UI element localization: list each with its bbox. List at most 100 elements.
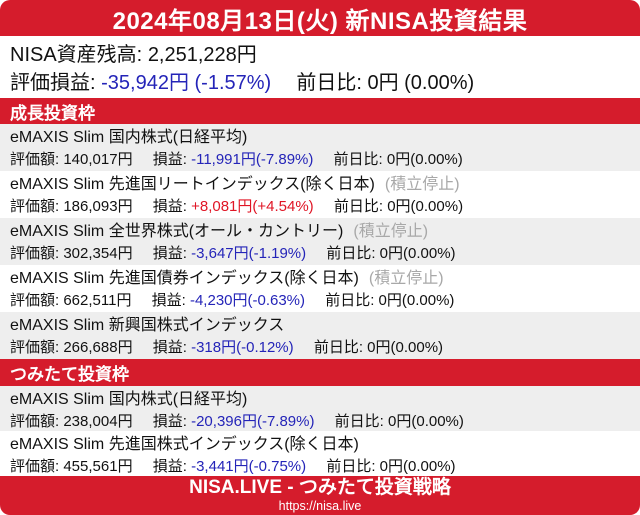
fund-dod-label: 前日比: [326,458,376,475]
fund-eval-value: 302,354円 [63,245,133,262]
fund-dod: 前日比: 0円(0.00%) [334,198,463,215]
fund-eval-value: 662,511円 [63,292,132,309]
fund-eval-value: 266,688円 [63,339,133,356]
fund-eval-label: 評価額: [10,413,60,430]
fund-eval-label: 評価額: [10,458,60,475]
fund-pl: 損益: -3,647円(-1.19%) [153,245,306,262]
fund-row: eMAXIS Slim 国内株式(日経平均) 評価額: 238,004円 損益:… [0,386,640,431]
fund-eval-value: 455,561円 [63,458,133,475]
report-footer: NISA.LIVE - つみたて投資戦略 https://nisa.live [0,476,640,515]
fund-dod-label: 前日比: [334,413,384,430]
fund-pl-value: -11,991円(-7.89%) [191,151,314,168]
fund-row: eMAXIS Slim 先進国株式インデックス(除く日本) 評価額: 455,5… [0,431,640,476]
fund-pl: 損益: -4,230円(-0.63%) [152,292,305,309]
fund-dod-label: 前日比: [313,339,363,356]
fund-detail-line: 評価額: 186,093円 損益: +8,081円(+4.54%) 前日比: 0… [10,196,630,217]
report-header: 2024年08月13日(火) 新NISA投資結果 [0,0,640,36]
report-title: 2024年08月13日(火) 新NISA投資結果 [112,7,528,35]
fund-dod-value: 0円(0.00%) [379,245,456,262]
suspended-badge: (積立停止) [353,223,429,240]
fund-dod-value: 0円(0.00%) [388,413,464,430]
fund-name: eMAXIS Slim 新興国株式インデックス [10,317,285,334]
fund-pl-label: 損益: [152,198,187,215]
fund-eval-value: 238,004円 [63,413,133,430]
fund-eval: 評価額: 266,688円 [10,339,133,356]
fund-dod: 前日比: 0円(0.00%) [314,339,443,356]
fund-name-line: eMAXIS Slim 国内株式(日経平均) [10,126,630,149]
fund-eval: 評価額: 238,004円 [10,413,133,430]
fund-name: eMAXIS Slim 全世界株式(オール・カントリー) [10,223,344,240]
fund-detail-line: 評価額: 266,688円 損益: -318円(-0.12%) 前日比: 0円(… [10,337,630,358]
fund-pl-value: -3,441円(-0.75%) [191,458,307,475]
fund-dod-label: 前日比: [333,151,383,168]
fund-name-line: eMAXIS Slim 全世界株式(オール・カントリー) (積立停止) [10,220,630,243]
pl-label: 評価損益: [10,72,96,94]
fund-dod-label: 前日比: [326,245,376,262]
fund-pl-label: 損益: [152,413,187,430]
fund-pl-label: 損益: [152,245,187,262]
suspended-badge: (積立停止) [368,270,444,287]
fund-pl: 損益: -318円(-0.12%) [153,339,294,356]
fund-pl-label: 損益: [152,151,187,168]
footer-url: https://nisa.live [278,499,362,513]
fund-eval-label: 評価額: [10,292,60,309]
dod-label: 前日比: [296,72,362,94]
pl-line: 評価損益: -35,942円 (-1.57%) 前日比: 0円 (0.00%) [10,69,630,97]
fund-name-line: eMAXIS Slim 国内株式(日経平均) [10,388,630,411]
fund-eval-label: 評価額: [10,339,60,356]
fund-pl: 損益: -11,991円(-7.89%) [153,151,314,168]
fund-pl-value: -3,647円(-1.19%) [191,245,307,262]
fund-name: eMAXIS Slim 先進国債券インデックス(除く日本) [10,270,359,287]
fund-pl-value: -20,396円(-7.89%) [191,413,315,430]
fund-detail-line: 評価額: 238,004円 損益: -20,396円(-7.89%) 前日比: … [10,411,630,432]
fund-eval: 評価額: 455,561円 [10,458,133,475]
fund-eval-label: 評価額: [10,151,60,168]
fund-dod: 前日比: 0円(0.00%) [326,245,455,262]
fund-eval-value: 140,017円 [63,151,133,168]
section-header-tsumitate: つみたて投資枠 [0,359,640,386]
balance-label: NISA資産残高: [10,44,143,66]
fund-name: eMAXIS Slim 先進国リートインデックス(除く日本) [10,176,375,193]
pl-value: -35,942円 (-1.57%) [101,72,272,94]
fund-detail-line: 評価額: 662,511円 損益: -4,230円(-0.63%) 前日比: 0… [10,290,630,311]
section-title: 成長投資枠 [10,103,95,123]
fund-row: eMAXIS Slim 先進国リートインデックス(除く日本) (積立停止) 評価額… [0,171,640,218]
fund-eval: 評価額: 662,511円 [10,292,131,309]
fund-name-line: eMAXIS Slim 先進国債券インデックス(除く日本) (積立停止) [10,267,630,290]
section-header-growth: 成長投資枠 [0,98,640,124]
fund-name: eMAXIS Slim 国内株式(日経平均) [10,129,248,146]
footer-title: NISA.LIVE - つみたて投資戦略 [189,477,451,498]
fund-pl-label: 損益: [151,292,186,309]
fund-pl: 損益: -20,396円(-7.89%) [153,413,315,430]
fund-pl-value: -318円(-0.12%) [191,339,294,356]
fund-row: eMAXIS Slim 新興国株式インデックス 評価額: 266,688円 損益… [0,312,640,359]
fund-name-line: eMAXIS Slim 先進国リートインデックス(除く日本) (積立停止) [10,173,630,196]
fund-eval: 評価額: 302,354円 [10,245,133,262]
fund-eval-value: 186,093円 [63,198,133,215]
fund-eval: 評価額: 186,093円 [10,198,133,215]
fund-pl: 損益: -3,441円(-0.75%) [153,458,306,475]
fund-pl-label: 損益: [152,339,187,356]
fund-dod-value: 0円(0.00%) [367,339,444,356]
fund-dod: 前日比: 0円(0.00%) [326,458,455,475]
fund-name-line: eMAXIS Slim 新興国株式インデックス [10,314,630,337]
fund-pl: 損益: +8,081円(+4.54%) [153,198,314,215]
fund-name-line: eMAXIS Slim 先進国株式インデックス(除く日本) [10,433,630,456]
balance-line: NISA資産残高: 2,251,228円 [10,41,630,69]
section-title: つみたて投資枠 [10,365,129,384]
fund-dod-value: 0円(0.00%) [379,458,456,475]
fund-pl-value: +8,081円(+4.54%) [191,198,314,215]
fund-eval: 評価額: 140,017円 [10,151,133,168]
fund-eval-label: 評価額: [10,198,60,215]
fund-dod-value: 0円(0.00%) [378,292,455,309]
fund-name: eMAXIS Slim 国内株式(日経平均) [10,391,248,408]
fund-detail-line: 評価額: 302,354円 損益: -3,647円(-1.19%) 前日比: 0… [10,243,630,264]
fund-dod: 前日比: 0円(0.00%) [335,413,464,430]
fund-dod: 前日比: 0円(0.00%) [325,292,454,309]
fund-pl-label: 損益: [152,458,187,475]
suspended-badge: (積立停止) [384,176,460,193]
fund-row: eMAXIS Slim 国内株式(日経平均) 評価額: 140,017円 損益:… [0,124,640,171]
fund-row: eMAXIS Slim 先進国債券インデックス(除く日本) (積立停止) 評価額:… [0,265,640,312]
fund-eval-label: 評価額: [10,245,60,262]
fund-pl-value: -4,230円(-0.63%) [189,292,306,309]
